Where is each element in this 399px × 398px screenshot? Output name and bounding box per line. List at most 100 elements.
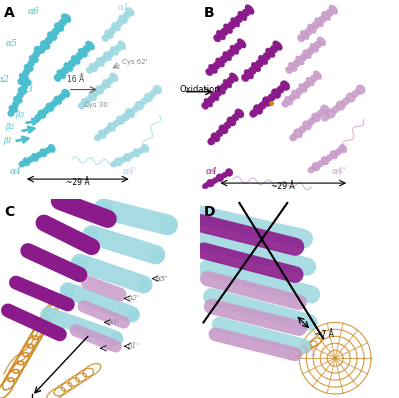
Ellipse shape: [293, 129, 302, 138]
Ellipse shape: [241, 74, 249, 82]
Ellipse shape: [228, 22, 235, 29]
Ellipse shape: [54, 74, 61, 82]
Ellipse shape: [229, 73, 238, 82]
Ellipse shape: [135, 101, 144, 110]
Text: Cys 62': Cys 62': [122, 59, 147, 65]
Ellipse shape: [112, 120, 120, 127]
Ellipse shape: [339, 144, 347, 153]
Ellipse shape: [326, 9, 334, 16]
Text: α4': α4': [122, 167, 137, 176]
Ellipse shape: [126, 109, 135, 118]
Ellipse shape: [284, 96, 293, 105]
Text: Cys 30: Cys 30: [84, 102, 108, 109]
Ellipse shape: [204, 98, 213, 107]
Ellipse shape: [298, 125, 306, 133]
Ellipse shape: [215, 58, 225, 67]
Ellipse shape: [300, 54, 307, 61]
Ellipse shape: [336, 101, 345, 110]
Ellipse shape: [221, 28, 228, 35]
Ellipse shape: [296, 56, 304, 65]
Ellipse shape: [322, 11, 331, 21]
Ellipse shape: [303, 81, 310, 88]
Ellipse shape: [288, 62, 297, 72]
Text: α4': α4': [332, 167, 346, 176]
Ellipse shape: [103, 52, 112, 61]
Ellipse shape: [34, 114, 41, 121]
Ellipse shape: [13, 96, 22, 103]
Ellipse shape: [216, 174, 223, 182]
Ellipse shape: [83, 45, 90, 53]
Ellipse shape: [125, 8, 134, 16]
Ellipse shape: [42, 107, 49, 114]
Ellipse shape: [24, 64, 34, 72]
Ellipse shape: [95, 86, 104, 94]
Ellipse shape: [253, 105, 263, 114]
Ellipse shape: [19, 161, 26, 167]
Text: β2: β2: [5, 123, 15, 131]
Ellipse shape: [86, 67, 93, 74]
Ellipse shape: [111, 161, 117, 167]
Text: α4: α4: [10, 167, 22, 176]
Ellipse shape: [297, 35, 305, 42]
Ellipse shape: [38, 110, 46, 119]
Ellipse shape: [12, 101, 19, 108]
Ellipse shape: [308, 117, 315, 125]
Text: ~29 Å: ~29 Å: [271, 182, 295, 191]
Ellipse shape: [61, 14, 71, 23]
Ellipse shape: [310, 75, 317, 82]
Ellipse shape: [111, 22, 120, 31]
Ellipse shape: [307, 24, 316, 33]
Text: D: D: [203, 205, 215, 219]
Ellipse shape: [211, 178, 219, 183]
Ellipse shape: [271, 89, 281, 98]
Ellipse shape: [231, 18, 240, 27]
Ellipse shape: [217, 86, 225, 94]
Ellipse shape: [223, 51, 232, 61]
Ellipse shape: [98, 130, 107, 139]
Ellipse shape: [219, 125, 228, 134]
Ellipse shape: [207, 179, 214, 187]
Ellipse shape: [47, 31, 57, 41]
Ellipse shape: [48, 144, 55, 153]
Ellipse shape: [332, 105, 340, 113]
Ellipse shape: [346, 93, 355, 102]
Ellipse shape: [9, 105, 18, 113]
Ellipse shape: [201, 102, 209, 109]
Ellipse shape: [123, 12, 130, 19]
Text: α2: α2: [0, 75, 10, 84]
Ellipse shape: [227, 49, 235, 57]
Ellipse shape: [107, 77, 114, 84]
Ellipse shape: [304, 28, 312, 35]
Ellipse shape: [225, 168, 233, 176]
Text: α4': α4': [104, 344, 116, 352]
Ellipse shape: [116, 20, 123, 27]
Ellipse shape: [310, 43, 318, 53]
Ellipse shape: [137, 147, 144, 154]
Ellipse shape: [108, 50, 115, 57]
Ellipse shape: [85, 41, 95, 50]
Ellipse shape: [68, 60, 76, 67]
Ellipse shape: [116, 116, 125, 125]
Ellipse shape: [202, 183, 209, 189]
Ellipse shape: [312, 22, 319, 29]
Text: α6: α6: [28, 8, 40, 16]
Ellipse shape: [75, 53, 83, 60]
Ellipse shape: [207, 137, 215, 145]
Ellipse shape: [57, 70, 66, 79]
Ellipse shape: [223, 79, 232, 88]
Ellipse shape: [317, 160, 324, 167]
Ellipse shape: [303, 49, 311, 59]
Ellipse shape: [319, 16, 326, 23]
Ellipse shape: [227, 117, 236, 126]
Ellipse shape: [311, 113, 320, 122]
Ellipse shape: [223, 24, 233, 33]
Ellipse shape: [85, 96, 92, 103]
Ellipse shape: [119, 156, 126, 163]
Ellipse shape: [307, 47, 314, 55]
Ellipse shape: [18, 87, 27, 95]
Ellipse shape: [316, 109, 324, 117]
Ellipse shape: [205, 68, 213, 76]
Ellipse shape: [93, 61, 100, 68]
Ellipse shape: [115, 158, 122, 166]
Ellipse shape: [105, 30, 113, 39]
